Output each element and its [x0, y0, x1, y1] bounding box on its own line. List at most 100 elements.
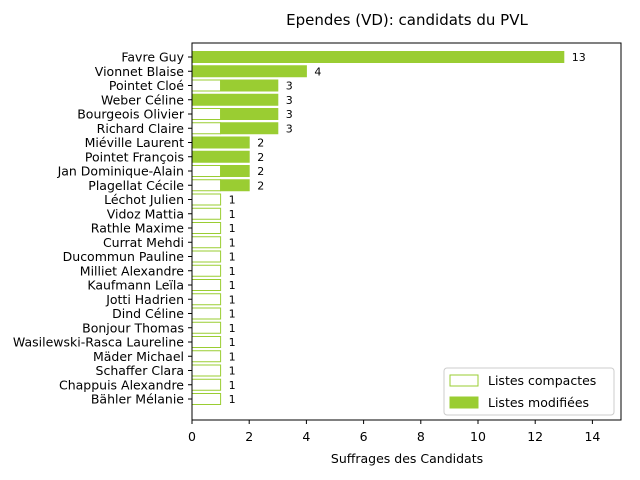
bar-modified	[191, 93, 279, 106]
bar-modified	[191, 150, 250, 163]
x-axis-label: Suffrages des Candidats	[331, 451, 483, 466]
category-label: Dind Céline	[112, 306, 184, 321]
category-label: Léchot Julien	[104, 192, 184, 207]
bar-compact	[191, 279, 222, 291]
data-label: 3	[286, 108, 293, 121]
data-label: 2	[257, 137, 264, 150]
bar-compact	[191, 364, 222, 377]
category-label: Kaufmann Leïla	[87, 278, 184, 293]
data-label: 4	[314, 65, 321, 78]
x-tick-label: 0	[188, 429, 196, 444]
bar-modified	[220, 122, 279, 135]
data-label: 1	[229, 336, 236, 349]
data-label: 1	[229, 222, 236, 235]
data-label: 1	[229, 279, 236, 292]
bar-compact	[191, 393, 222, 405]
data-label: 3	[286, 94, 293, 107]
bar-compact	[191, 222, 222, 234]
bar-modified	[191, 65, 307, 78]
data-label: 1	[229, 350, 236, 363]
bar-modified	[191, 51, 565, 63]
category-label: Vidoz Mattia	[107, 206, 184, 221]
x-tick-label: 14	[584, 429, 600, 444]
bar-compact	[191, 236, 222, 249]
bar-modified	[191, 136, 250, 149]
data-label: 2	[257, 151, 264, 164]
data-label: 1	[229, 293, 236, 306]
category-label: Schaffer Clara	[96, 363, 184, 378]
bar-compact	[191, 179, 222, 192]
bar-compact	[191, 207, 222, 220]
category-label: Bourgeois Olivier	[77, 107, 185, 122]
data-label: 1	[229, 379, 236, 392]
bar-modified	[220, 165, 250, 177]
data-label: 1	[229, 208, 236, 221]
legend-swatch-compact	[449, 374, 479, 387]
plot-frame	[191, 42, 622, 421]
category-label: Pointet Cloé	[109, 78, 184, 93]
bar-modified	[220, 79, 279, 92]
bar-compact	[191, 336, 222, 348]
data-label: 1	[229, 251, 236, 264]
data-label: 13	[572, 51, 586, 64]
data-label: 3	[286, 122, 293, 135]
bar-compact	[191, 264, 222, 277]
category-label: Currat Mehdi	[103, 235, 184, 250]
category-label: Vionnet Blaise	[95, 64, 185, 79]
bar-modified	[220, 179, 250, 192]
category-label: Milliet Alexandre	[80, 263, 185, 278]
legend-label-compact: Listes compactes	[488, 373, 596, 388]
category-label: Bähler Mélanie	[91, 392, 184, 407]
category-label: Wasilewski-Rasca Laureline	[13, 335, 184, 350]
bar-compact	[191, 293, 222, 306]
data-label: 2	[257, 165, 264, 178]
bar-compact	[191, 250, 222, 263]
x-tick-label: 4	[302, 429, 310, 444]
data-label: 1	[229, 194, 236, 207]
category-label: Jotti Hadrien	[105, 292, 184, 307]
data-label: 3	[286, 80, 293, 93]
data-label: 1	[229, 265, 236, 278]
bar-compact	[191, 193, 222, 206]
x-tick-label: 6	[360, 429, 368, 444]
category-label: Favre Guy	[121, 50, 184, 65]
bar-compact	[191, 108, 222, 120]
bar-compact	[191, 378, 222, 391]
category-label: Rathle Maxime	[91, 221, 185, 236]
data-label: 2	[257, 179, 264, 192]
bar-modified	[220, 108, 279, 120]
bar-compact	[191, 79, 222, 92]
category-label: Richard Claire	[97, 121, 185, 136]
x-tick-label: 12	[527, 429, 543, 444]
data-label: 1	[229, 322, 236, 335]
data-label: 1	[229, 393, 236, 406]
bar-compact	[191, 122, 222, 135]
legend-box	[443, 367, 615, 416]
chart-title: Ependes (VD): candidats du PVL	[286, 11, 528, 29]
category-label: Pointet François	[85, 149, 184, 164]
category-label: Jan Dominique-Alain	[57, 164, 184, 179]
legend-label-modified: Listes modifiées	[488, 395, 589, 410]
bar-compact	[191, 350, 222, 363]
data-label: 1	[229, 236, 236, 249]
bar-compact	[191, 321, 222, 334]
data-label: 1	[229, 308, 236, 321]
bar-compact	[191, 307, 222, 320]
x-tick-label: 10	[470, 429, 486, 444]
category-label: Mäder Michael	[93, 349, 184, 364]
x-tick-label: 8	[417, 429, 425, 444]
category-label: Bonjour Thomas	[82, 320, 184, 335]
legend: Listes compactes Listes modifiées	[443, 367, 615, 416]
category-label: Plagellat Cécile	[88, 178, 184, 193]
category-label: Chappuis Alexandre	[59, 377, 184, 392]
x-tick-label: 2	[245, 429, 253, 444]
legend-swatch-modified	[449, 396, 479, 409]
data-label: 1	[229, 365, 236, 378]
category-label: Miéville Laurent	[85, 135, 184, 150]
bars-layer	[191, 51, 565, 405]
bar-compact	[191, 165, 222, 177]
x-axis: 0 2 4 6 8 10 12 14	[188, 420, 600, 444]
